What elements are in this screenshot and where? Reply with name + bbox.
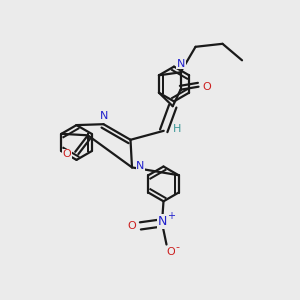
Text: O: O	[62, 149, 71, 159]
Text: N: N	[136, 161, 145, 171]
Text: O: O	[167, 247, 176, 257]
Text: N: N	[157, 215, 167, 228]
Text: N: N	[177, 59, 185, 69]
Text: +: +	[167, 211, 175, 221]
Text: H: H	[173, 124, 182, 134]
Text: -: -	[176, 242, 180, 253]
Text: O: O	[127, 221, 136, 231]
Text: N: N	[100, 111, 108, 121]
Text: O: O	[202, 82, 211, 92]
